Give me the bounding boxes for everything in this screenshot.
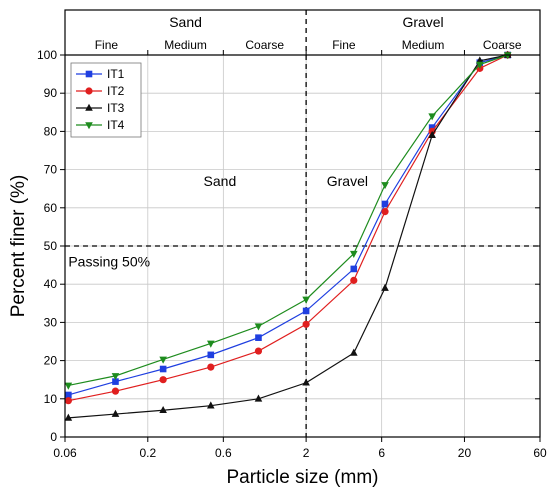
data-point <box>111 373 120 381</box>
header-region-label: Sand <box>169 14 202 30</box>
data-point <box>503 52 512 60</box>
annotation-label: Passing 50% <box>68 253 150 269</box>
legend-item-it2: IT2 <box>76 84 125 98</box>
legend-label: IT2 <box>107 84 125 98</box>
header-band: Sand Gravel Fine Medium Coarse Fine Medium Coar… <box>95 14 522 52</box>
plot-frame <box>64 9 541 438</box>
data-point <box>85 87 93 95</box>
header-subregion-label: Medium <box>164 38 207 52</box>
data-point <box>111 409 120 417</box>
x-tick-label: 0.6 <box>215 446 232 460</box>
annotations: Sand Gravel Passing 50% <box>68 173 368 269</box>
y-tick-label: 10 <box>44 392 58 406</box>
y-tick-label: 70 <box>44 163 58 177</box>
data-point <box>428 124 436 131</box>
data-point <box>85 122 93 130</box>
data-point <box>64 413 73 421</box>
data-point <box>302 296 310 304</box>
data-point <box>207 363 215 371</box>
legend-label: IT1 <box>107 67 125 81</box>
series-it4 <box>64 52 512 390</box>
data-point <box>428 130 436 139</box>
y-tick-label: 60 <box>44 201 58 215</box>
y-axis-title: Percent finer (%) <box>8 175 29 318</box>
data-point <box>206 401 215 409</box>
data-point <box>65 391 72 399</box>
data-point <box>111 387 120 395</box>
data-point <box>159 356 167 364</box>
data-point <box>255 334 262 341</box>
data-point <box>350 276 358 284</box>
data-point <box>350 265 358 273</box>
data-point <box>254 347 263 355</box>
axis-ticks: 0.06 0.2 0.6 2 6 20 60 0 10 20 30 40 50 60 70 80 90 100 <box>37 48 547 460</box>
x-axis-title: Particle size (mm) <box>226 467 378 488</box>
header-region-label: Gravel <box>402 14 443 30</box>
header-subregion-label: Fine <box>95 38 119 52</box>
series-layer <box>64 50 512 421</box>
data-point <box>206 340 215 348</box>
data-point <box>159 405 167 414</box>
data-point <box>254 323 263 331</box>
legend-label: IT4 <box>107 118 125 132</box>
y-tick-label: 90 <box>44 86 58 100</box>
axis-titles: Particle size (mm) Percent finer (%) <box>8 175 379 488</box>
x-tick-label: 6 <box>378 446 385 460</box>
plot-border <box>64 9 541 438</box>
x-tick-label: 0.2 <box>139 446 156 460</box>
data-point <box>112 378 119 385</box>
y-tick-label: 30 <box>44 315 58 329</box>
x-tick-label: 0.06 <box>53 446 77 460</box>
legend-item-it4: IT4 <box>76 118 125 132</box>
data-point <box>381 200 389 208</box>
data-point <box>85 103 93 111</box>
annotation-label: Gravel <box>327 173 368 189</box>
data-point <box>302 378 310 386</box>
reference-lines <box>65 10 540 437</box>
y-tick-label: 50 <box>44 239 58 253</box>
data-point <box>64 382 73 390</box>
y-tick-label: 20 <box>44 354 58 368</box>
legend-item-it1: IT1 <box>76 67 125 81</box>
data-point <box>349 250 358 258</box>
header-subregion-label: Fine <box>332 38 356 52</box>
header-subregion-label: Coarse <box>483 38 522 52</box>
data-point <box>159 365 167 373</box>
y-tick-label: 100 <box>37 48 57 62</box>
data-point <box>302 307 310 315</box>
data-point <box>381 283 389 291</box>
y-tick-label: 40 <box>44 277 58 291</box>
data-point <box>302 320 310 328</box>
x-tick-label: 20 <box>458 446 472 460</box>
data-point <box>207 351 215 359</box>
data-point <box>254 394 263 402</box>
header-subregion-label: Coarse <box>245 38 284 52</box>
data-point <box>85 70 93 78</box>
annotation-label: Sand <box>204 173 237 189</box>
data-point <box>381 208 389 216</box>
legend-item-it3: IT3 <box>76 101 125 115</box>
data-point <box>349 348 358 356</box>
data-point <box>159 376 167 384</box>
x-tick-label: 2 <box>303 446 310 460</box>
y-tick-label: 80 <box>44 124 58 138</box>
data-point <box>381 182 389 190</box>
header-subregion-label: Medium <box>402 38 445 52</box>
data-point <box>428 113 436 121</box>
y-tick-label: 0 <box>50 430 57 444</box>
data-point <box>64 397 72 405</box>
legend-label: IT3 <box>107 101 125 115</box>
x-tick-label: 60 <box>533 446 547 460</box>
data-point <box>475 61 484 69</box>
legend: IT1 IT2 IT3 IT4 <box>70 62 142 138</box>
